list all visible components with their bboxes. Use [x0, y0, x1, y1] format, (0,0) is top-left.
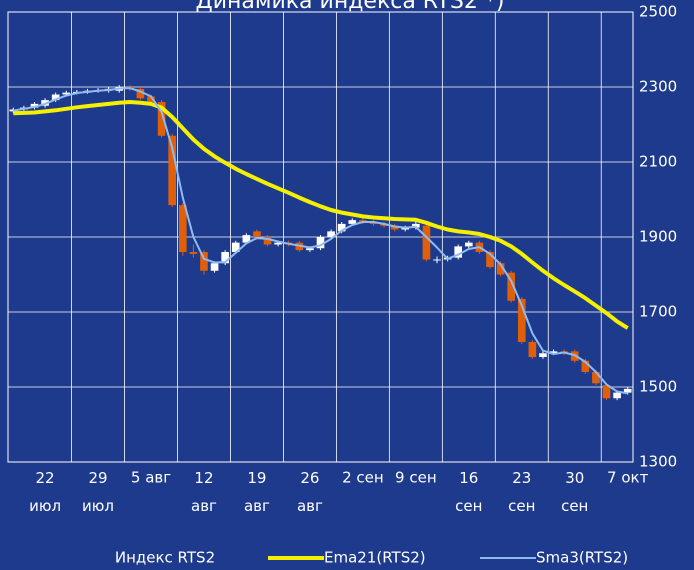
candle-body	[528, 342, 537, 357]
x-tick-label: 5 авг	[131, 469, 171, 487]
candle-body	[306, 248, 314, 251]
x-tick-label: 26 авг	[297, 469, 323, 515]
legend-label: Индекс RTS2	[115, 549, 215, 567]
x-tick-label: 16 сен	[455, 469, 482, 515]
candle-body	[51, 94, 60, 101]
candle-body	[623, 388, 632, 393]
candle-body	[327, 231, 335, 237]
legend-label: Sma3(RTS2)	[536, 549, 628, 567]
x-tick-label: 12 авг	[191, 469, 217, 515]
candle-body	[178, 205, 187, 252]
y-tick-label: 1700	[639, 303, 677, 321]
legend-label: Ema21(RTS2)	[324, 549, 426, 567]
candle-body	[263, 237, 272, 245]
candle-body	[136, 88, 145, 99]
y-tick-label: 1300	[639, 453, 677, 471]
candle-body	[433, 259, 441, 261]
candle-body	[168, 135, 177, 206]
candle-body	[592, 372, 600, 384]
candle-body	[221, 252, 229, 264]
line-series	[13, 87, 628, 395]
candle-body	[454, 246, 463, 258]
candle-body	[316, 237, 325, 249]
x-tick-label: 9 сен	[395, 469, 437, 487]
candle-body	[390, 225, 399, 230]
candle-body	[189, 252, 198, 254]
candle-body	[231, 242, 240, 252]
candle-body	[348, 220, 357, 224]
y-tick-label: 2500	[639, 3, 677, 21]
candle-body	[539, 353, 547, 357]
candle-body	[210, 263, 219, 271]
candle-body	[464, 242, 473, 247]
candle-body	[274, 242, 282, 245]
candle-body	[412, 223, 420, 228]
candle-body	[200, 252, 208, 271]
x-tick-label: 30 сен	[561, 469, 588, 515]
candle-body	[507, 272, 515, 301]
y-tick-label: 1900	[639, 228, 677, 246]
candle-body	[157, 102, 166, 136]
candle-body	[602, 385, 611, 399]
candle-body	[496, 263, 505, 275]
candle-body	[147, 96, 155, 102]
x-tick-label: 22 июл	[29, 469, 61, 515]
y-tick-label: 2100	[639, 153, 677, 171]
candle-body	[549, 351, 558, 354]
x-tick-label: 19 авг	[244, 469, 270, 515]
candle-body	[422, 225, 431, 260]
x-tick-label: 2 сен	[342, 469, 384, 487]
candle-body	[30, 103, 39, 108]
y-tick-label: 1500	[639, 378, 677, 396]
candle-body	[253, 231, 261, 237]
x-tick-label: 23 сен	[508, 469, 535, 515]
candle-body	[517, 298, 526, 342]
candle-body	[581, 360, 590, 372]
line-series	[13, 100, 629, 330]
x-tick-label: 7 окт	[607, 469, 649, 487]
chart-title: Динамика индекса RTS2 *)	[196, 0, 505, 14]
candle-body	[337, 223, 346, 232]
candle-body	[242, 235, 251, 243]
y-tick-label: 2300	[639, 78, 677, 96]
candle-body	[62, 92, 71, 95]
candle-body	[486, 252, 494, 267]
x-tick-label: 29 июл	[82, 469, 114, 515]
candle-body	[613, 392, 621, 399]
